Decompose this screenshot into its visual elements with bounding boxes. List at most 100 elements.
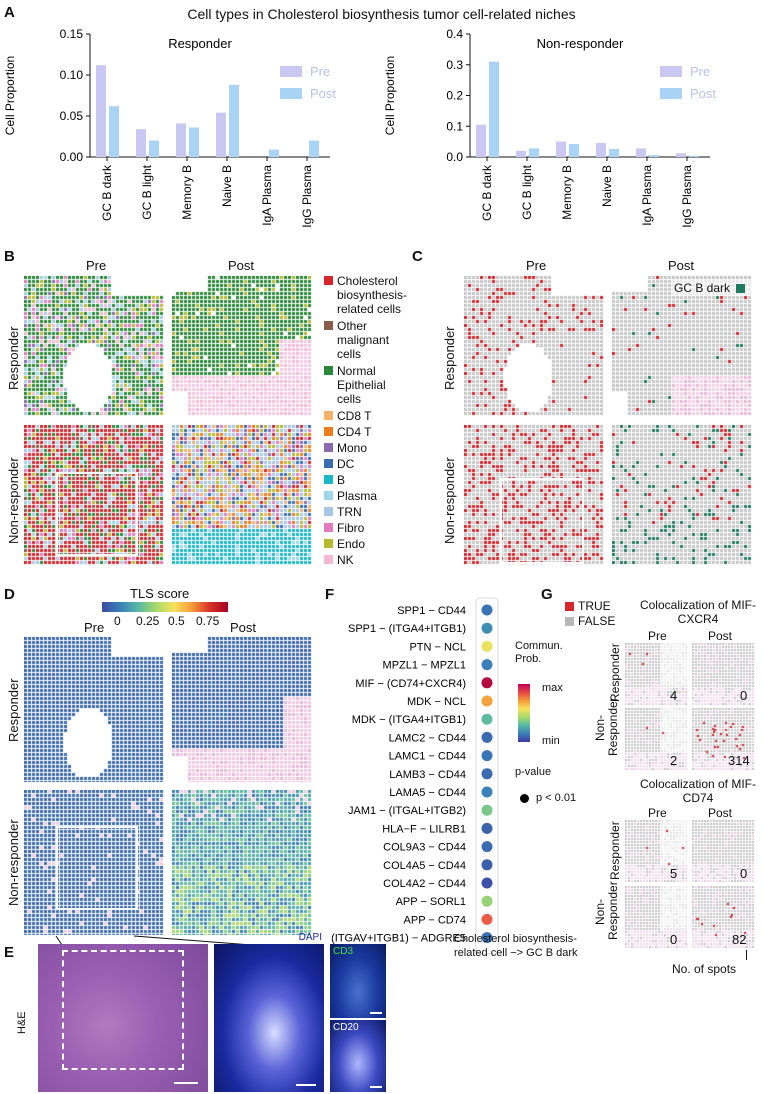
b-col-pre: Pre [86, 258, 107, 273]
y-tick-label: 0.2 [446, 89, 463, 103]
f-dot [481, 859, 493, 871]
y-tick-label: 0.00 [60, 150, 84, 164]
bar-post [609, 149, 619, 157]
b-legend-label: CD4 T [337, 425, 372, 439]
c-legend-label: GC B dark [674, 281, 731, 295]
b-legend-swatch [324, 539, 333, 548]
f-pair-label: COL9A3 − CD44 [383, 842, 466, 854]
bar-post [649, 155, 659, 157]
f-pair-label: APP − SORL1 [396, 896, 466, 908]
e-cd20-image: CD20 [330, 1020, 386, 1092]
bar-post [309, 140, 319, 157]
g1-col-pre: Pre [648, 629, 667, 643]
x-tick-label: IgG Plasma [300, 165, 314, 228]
panel-label-a: A [4, 4, 15, 21]
f-pair-label: MPZL1 − MPZL1 [383, 660, 466, 672]
bar-post [489, 61, 499, 157]
bar-pre [96, 65, 106, 157]
x-tick-label: GC B dark [100, 164, 114, 221]
f-dot [481, 695, 493, 707]
legend-label: Post [310, 86, 336, 101]
x-tick-label: GC B dark [480, 164, 494, 221]
b-legend-label: B [337, 473, 346, 487]
bar-post [529, 148, 539, 157]
x-tick-label: Naive B [220, 165, 234, 207]
b-legend-item: Plasma [324, 489, 410, 503]
b-legend-label: Plasma [337, 489, 378, 503]
f-dot-plot: SPP1 − CD44 SPP1 − (ITGA4+ITGB1) PTN − NCL… [331, 597, 499, 955]
g1-col-post: Post [708, 629, 733, 643]
b-legend-swatch [324, 411, 333, 420]
c-row-nonresponder: Non-responder [442, 457, 457, 544]
c-col-post: Post [668, 258, 695, 273]
f-dot [481, 731, 493, 743]
g-title-2: Colocalization of MIF-CD74 [639, 777, 757, 805]
f-pvalue-label: p < 0.01 [536, 792, 577, 804]
legend-swatch [280, 66, 302, 77]
g-legend-false: FALSE [565, 614, 615, 628]
d-colorbar [102, 602, 228, 612]
legend-swatch [280, 88, 302, 99]
y-axis-label: Cell Proportion [383, 56, 397, 135]
g2-count: 0 [740, 866, 748, 881]
f-dot [481, 677, 493, 689]
g-legend-true: TRUE [565, 599, 611, 613]
f-dot [481, 932, 493, 944]
y-tick-label: 0.0 [446, 150, 463, 164]
panel-label-f: F [325, 586, 335, 603]
c-row-responder: Responder [442, 326, 457, 390]
e-dapi-label: DAPI [298, 932, 322, 943]
y-tick-label: 0.05 [60, 109, 84, 123]
b-spatial-post-nonresponder [172, 425, 312, 565]
bar-pre [216, 112, 226, 157]
b-legend-item: Other malignant cells [324, 319, 410, 361]
panel-label-d: D [4, 586, 15, 603]
d-colorbar-title: TLS score [130, 586, 190, 601]
f-dot [481, 841, 493, 853]
b-legend-swatch [324, 475, 333, 484]
bar-pre [556, 141, 566, 157]
f-pair-label: (ITGAV+ITGB1) − ADGRE5 [331, 933, 466, 945]
bar-post [569, 144, 579, 157]
e-cd3-label: CD3 [333, 946, 354, 957]
y-tick-label: 0.15 [60, 27, 84, 41]
e-cd20-scalebar [370, 1086, 382, 1088]
b-legend-swatch [324, 507, 333, 516]
e-he-roi [62, 950, 184, 1070]
y-tick-label: 0.10 [60, 68, 84, 82]
f-legend-colorbar [518, 684, 530, 742]
g1-spatial-post-nonresponder [692, 708, 755, 770]
f-dot [481, 659, 493, 671]
b-legend-swatch [324, 555, 333, 564]
g1-row-nonresponder: Non-Responder [593, 697, 620, 756]
g-title-1: Colocalization of MIF-CXCR4 [639, 598, 757, 626]
b-roi-box [56, 472, 138, 556]
bar-chart-nonresponder: Cell Proportion 0.0 0.1 0.2 0.3 0.4 Non-respon… [383, 27, 716, 228]
b-legend-swatch [324, 491, 333, 500]
bar-chart-responder: Cell Proportion 0.00 0.05 0.10 0.15 Responder… [3, 27, 336, 228]
b-legend-label: DC [337, 457, 355, 471]
e-cd3-scalebar [370, 1012, 382, 1014]
g2-count: 0 [670, 932, 678, 947]
g2-spatial-post-nonresponder [692, 886, 755, 948]
legend-label: Post [690, 86, 716, 101]
g2-spatial-pre-nonresponder [625, 886, 688, 948]
bar-post [689, 155, 699, 157]
d-row-responder: Responder [6, 678, 21, 742]
f-dot [481, 622, 493, 634]
bar-pre [136, 129, 146, 157]
f-legend-min: min [542, 735, 560, 747]
b-legend-label: Cholesterol biosynthesis-related cells [337, 274, 408, 316]
bar-post [189, 127, 199, 157]
b-spatial-pre-nonresponder [24, 425, 164, 565]
bar-pre [676, 153, 686, 157]
f-dot [481, 640, 493, 652]
f-dot [481, 604, 493, 616]
f-pair-label: JAM1 − (ITGAL+ITGB2) [348, 805, 466, 817]
f-dot [481, 895, 493, 907]
e-cd3-image: CD3 [330, 944, 386, 1018]
bar-post [229, 84, 239, 157]
x-tick-label: IgA Plasma [260, 165, 274, 226]
d-spatial-pre-nonresponder [24, 790, 164, 935]
bar-pre [176, 123, 186, 157]
